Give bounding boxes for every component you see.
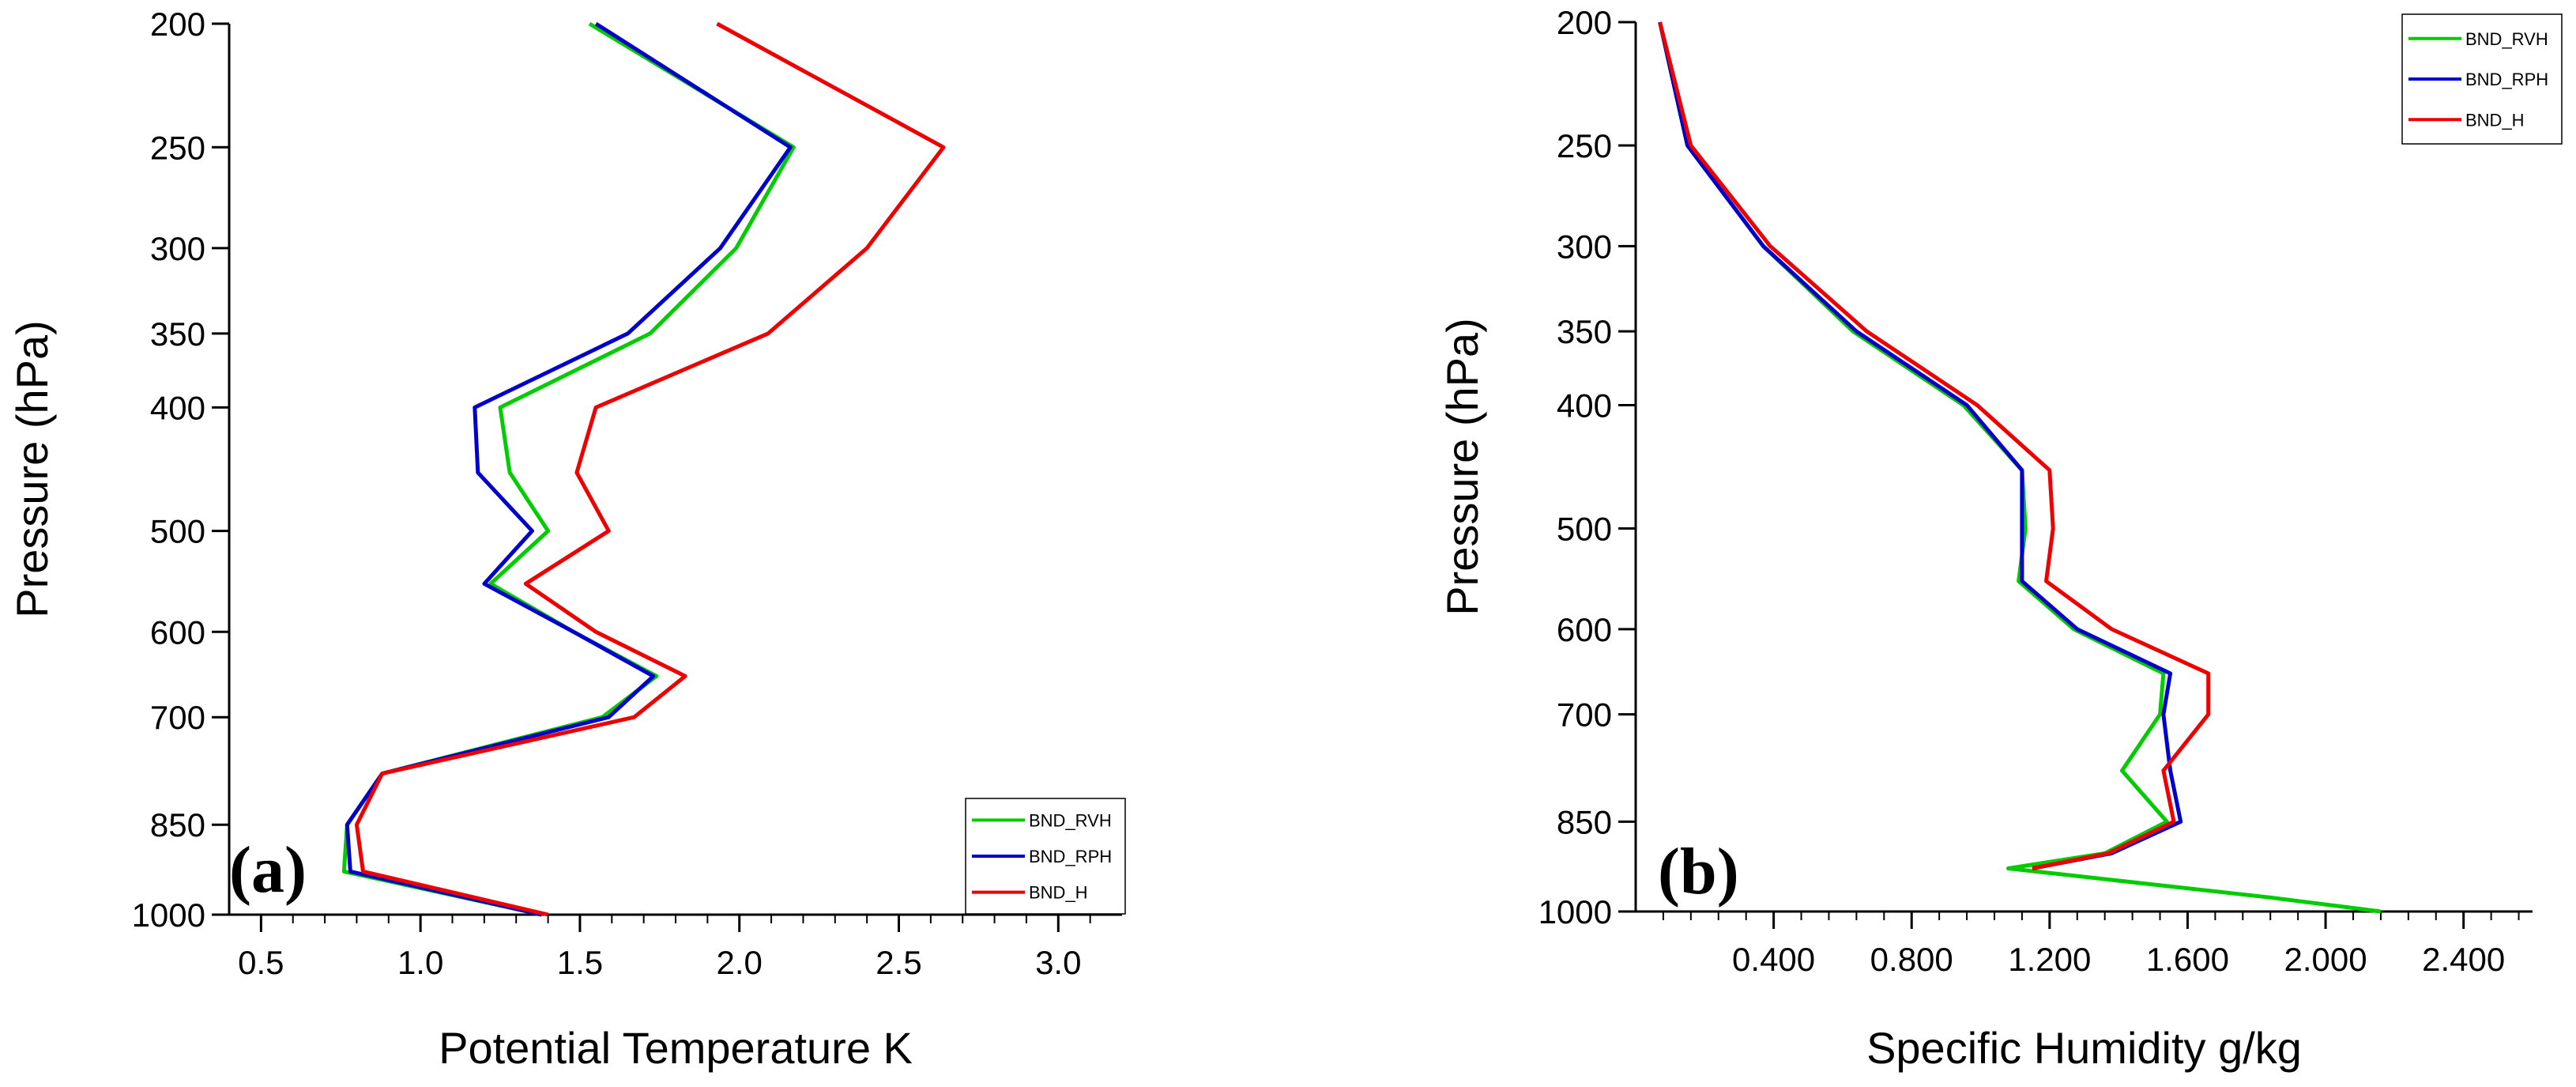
panel-b-chart: 200 250 300 350 400 500 600 700 850 1000 0.400 0.8… <box>1437 4 2563 1073</box>
x-tick-label: 1.0 <box>397 944 443 981</box>
y-tick-label: 400 <box>1557 387 1612 425</box>
panel-b-legend: BND_RVH BND_RPH BND_H <box>2401 13 2563 145</box>
panel-b-label: (b) <box>1658 835 1739 908</box>
legend-label: BND_RPH <box>1029 847 1112 866</box>
series-line-bnd-rph <box>1658 21 2183 870</box>
panel-a-legend: BND_RVH BND_RPH BND_H <box>965 798 1126 915</box>
y-tick-label: 250 <box>150 129 205 166</box>
series-line-bnd-h <box>1658 21 2211 870</box>
y-tick-label: 700 <box>150 699 205 736</box>
panel-a-label: (a) <box>229 833 307 907</box>
y-tick-label: 350 <box>150 315 205 353</box>
panel-a-x-ticks: 0.5 1.0 1.5 2.0 2.5 3.0 <box>238 915 1091 981</box>
x-tick-label: 1.600 <box>2146 941 2229 978</box>
x-tick-label: 3.0 <box>1035 944 1081 981</box>
panel-b-y-axis-title: Pressure (hPa) <box>1437 318 1487 616</box>
panel-a-series <box>341 21 946 917</box>
legend-label: BND_RVH <box>2465 29 2548 49</box>
y-tick-label: 250 <box>1557 127 1612 164</box>
panel-b-x-ticks: 0.400 0.800 1.200 1.600 2.000 2.400 <box>1662 911 2520 978</box>
y-tick-label: 300 <box>1557 228 1612 265</box>
series-line-bnd-h <box>354 21 946 917</box>
x-tick-label: 0.5 <box>238 944 284 981</box>
x-tick-label: 1.200 <box>2008 941 2091 978</box>
y-tick-label: 600 <box>1557 611 1612 648</box>
y-tick-label: 700 <box>1557 696 1612 734</box>
x-tick-label: 2.5 <box>876 944 921 981</box>
x-tick-label: 0.800 <box>1870 941 1953 978</box>
y-tick-label: 1000 <box>1538 893 1612 930</box>
y-tick-label: 200 <box>1557 4 1612 41</box>
y-tick-label: 500 <box>1557 510 1612 547</box>
y-tick-label: 850 <box>150 806 205 844</box>
legend-label: BND_RPH <box>2465 70 2548 89</box>
x-tick-label: 1.5 <box>557 944 603 981</box>
panel-b-x-axis-title: Specific Humidity g/kg <box>1866 1023 2302 1073</box>
series-line-bnd-rph <box>345 21 793 917</box>
y-tick-label: 850 <box>1557 803 1612 840</box>
x-tick-label: 2.400 <box>2422 941 2505 978</box>
y-tick-label: 500 <box>150 513 205 550</box>
y-tick-label: 200 <box>150 6 205 43</box>
x-tick-label: 2.0 <box>717 944 763 981</box>
legend-label: BND_H <box>2465 110 2525 130</box>
panel-a-y-axis-title: Pressure (hPa) <box>7 320 57 618</box>
y-tick-label: 600 <box>150 613 205 651</box>
y-tick-label: 400 <box>150 389 205 426</box>
legend-label: BND_RVH <box>1029 810 1112 830</box>
panel-a-y-ticks: 200 250 300 350 400 500 600 700 850 1000 <box>132 6 229 934</box>
x-tick-label: 0.400 <box>1732 941 1815 978</box>
panel-a-x-axis-title: Potential Temperature K <box>439 1023 913 1073</box>
panel-a-chart: 200 250 300 350 400 500 600 700 850 1000 0.5 1.0 1.… <box>7 6 1126 1073</box>
series-line-bnd-rvh <box>341 21 796 917</box>
legend-label: BND_H <box>1029 883 1088 903</box>
panel-b-series <box>1658 21 2382 914</box>
y-tick-label: 350 <box>1557 313 1612 350</box>
x-tick-label: 2.000 <box>2284 941 2367 978</box>
y-tick-label: 300 <box>150 230 205 267</box>
panel-b-y-ticks: 200 250 300 350 400 500 600 700 850 1000 <box>1538 4 1636 930</box>
y-tick-label: 1000 <box>132 896 205 934</box>
